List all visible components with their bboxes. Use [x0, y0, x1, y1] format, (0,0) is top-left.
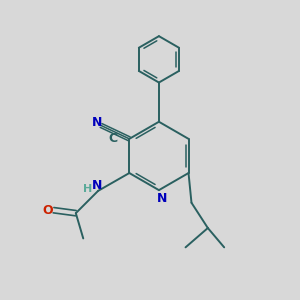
Text: N: N: [92, 179, 102, 192]
Text: N: N: [157, 192, 168, 205]
Text: O: O: [43, 204, 53, 217]
Text: N: N: [92, 116, 102, 129]
Text: C: C: [108, 132, 117, 145]
Text: H: H: [83, 184, 92, 194]
